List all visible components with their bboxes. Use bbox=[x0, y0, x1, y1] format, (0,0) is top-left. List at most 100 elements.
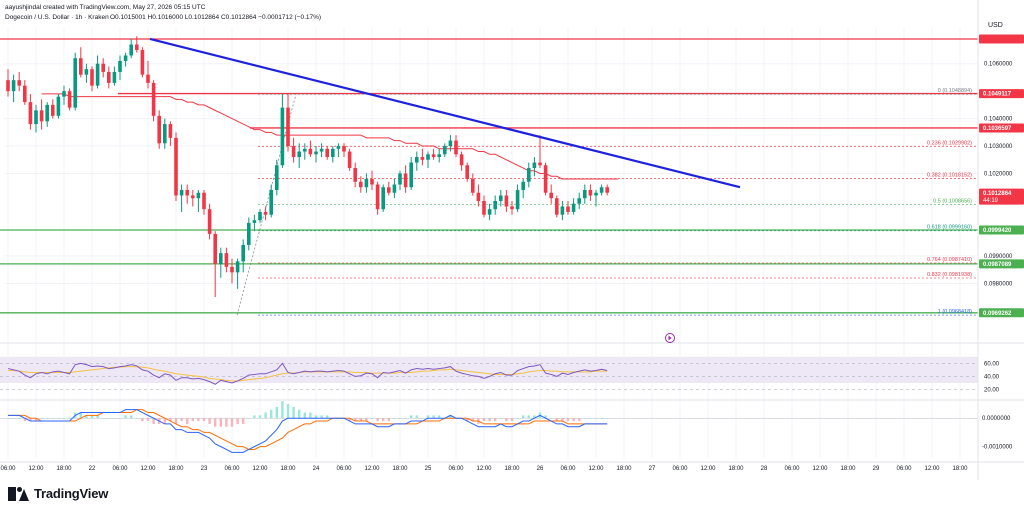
macd-histogram-bar bbox=[34, 418, 38, 422]
candle-body bbox=[280, 107, 285, 166]
trend-line-group[interactable] bbox=[149, 37, 741, 189]
macd-histogram-bar bbox=[214, 418, 217, 427]
price-tag bbox=[979, 188, 1024, 205]
candle-body bbox=[275, 165, 279, 190]
fib-label: 0 (0.1048894) bbox=[938, 88, 972, 94]
candle-body bbox=[599, 187, 604, 193]
price-tick-label: 0.0980000 bbox=[984, 281, 1013, 287]
macd-histogram-bar bbox=[589, 418, 592, 419]
macd-histogram-bar bbox=[6, 418, 10, 419]
price-tag bbox=[979, 259, 1024, 269]
tradingview-logo[interactable]: TradingView bbox=[8, 486, 108, 501]
candle-body bbox=[487, 209, 492, 215]
macd-histogram-bar bbox=[68, 418, 71, 419]
candle-body bbox=[459, 154, 464, 166]
candle-body bbox=[415, 157, 419, 163]
symbol-line[interactable]: Dogecoin / U.S. Dollar · 1h · Kraken bbox=[5, 14, 109, 21]
price-tag-value: 0.0999420 bbox=[983, 228, 1012, 234]
time-tick-label: 18:00 bbox=[168, 466, 184, 472]
fib-label: 0.618 (0.0999160) bbox=[927, 225, 972, 231]
macd-histogram-bar bbox=[23, 418, 26, 422]
candle-body bbox=[247, 222, 251, 245]
candle-body bbox=[409, 162, 413, 188]
macd-histogram-bar bbox=[488, 418, 491, 422]
macd-histogram-bar bbox=[555, 418, 558, 422]
macd-histogram-bar bbox=[578, 418, 581, 422]
time-tick-label: 06:00 bbox=[112, 466, 128, 472]
time-tick-label: 27 bbox=[649, 466, 656, 472]
macd-histogram-bar bbox=[359, 418, 362, 422]
macd-histogram-bar bbox=[572, 418, 575, 422]
candle-body bbox=[17, 80, 21, 86]
fib-label: 0.764 (0.0987410) bbox=[927, 257, 972, 263]
candle-body bbox=[353, 168, 357, 182]
candle-body bbox=[364, 179, 369, 188]
price-tick-label: 0.0990000 bbox=[984, 254, 1013, 260]
time-tick-label: 12:00 bbox=[476, 466, 492, 472]
candle-body bbox=[241, 244, 245, 262]
macd-histogram-bar bbox=[230, 418, 234, 427]
candle-body bbox=[431, 154, 436, 158]
time-tick-label: 18:00 bbox=[56, 466, 72, 472]
candle-body bbox=[510, 206, 514, 210]
price-tag-countdown: 44:19 bbox=[983, 198, 999, 204]
macd-histogram-bar bbox=[606, 418, 609, 419]
fib-label: 1 (0.0968418) bbox=[938, 309, 972, 315]
macd-histogram-bar bbox=[298, 409, 301, 419]
candle-body bbox=[594, 192, 598, 196]
time-tick-label: 29 bbox=[873, 466, 880, 472]
macd-histogram-bar bbox=[410, 415, 413, 419]
price-tick-label: 0.1060000 bbox=[984, 62, 1013, 68]
candle-body bbox=[291, 146, 296, 158]
macd-histogram-bar bbox=[152, 418, 155, 424]
candle-body bbox=[314, 151, 318, 155]
price-tag-value: 0.1049117 bbox=[983, 92, 1012, 98]
candle-body bbox=[230, 266, 234, 273]
candle-body bbox=[252, 220, 257, 223]
macd-histogram-bar bbox=[326, 415, 329, 419]
rsi-level-label: 40.00 bbox=[984, 374, 1000, 380]
macd-histogram-bar bbox=[236, 418, 239, 424]
candle-body bbox=[151, 82, 156, 116]
candle-body bbox=[471, 179, 475, 193]
replay-icon[interactable] bbox=[665, 333, 675, 343]
candle-body bbox=[174, 137, 178, 196]
candle-body bbox=[342, 146, 346, 152]
macd-histogram-bar bbox=[29, 418, 32, 422]
candle-body bbox=[577, 198, 581, 204]
macd-histogram-bar bbox=[90, 415, 94, 419]
macd-histogram-bar bbox=[180, 418, 183, 422]
time-tick-label: 18:00 bbox=[728, 466, 744, 472]
candle-body bbox=[269, 189, 273, 215]
candle-body bbox=[319, 148, 324, 152]
time-tick-label: 18:00 bbox=[616, 466, 632, 472]
macd-histogram-bar bbox=[208, 418, 211, 424]
rsi-band bbox=[0, 356, 978, 383]
candle-body bbox=[118, 60, 122, 72]
candle-body bbox=[398, 173, 402, 185]
candle-body bbox=[566, 206, 570, 212]
candle-body bbox=[515, 189, 520, 210]
candle-body bbox=[543, 165, 548, 193]
macd-histogram-bar bbox=[96, 415, 99, 419]
macd-histogram-bar bbox=[516, 418, 519, 419]
candle-body bbox=[499, 195, 503, 201]
candle-body bbox=[39, 110, 44, 122]
candle-body bbox=[101, 63, 105, 72]
candle-body bbox=[191, 195, 195, 199]
candle-body bbox=[504, 195, 509, 207]
macd-histogram-bar bbox=[270, 409, 273, 419]
macd-histogram-bar bbox=[18, 418, 21, 419]
macd-histogram-bar bbox=[247, 418, 250, 419]
candle-body bbox=[213, 233, 217, 265]
time-tick-label: 06:00 bbox=[672, 466, 688, 472]
time-tick-label: 12:00 bbox=[588, 466, 604, 472]
macd-histogram-bar bbox=[320, 415, 323, 419]
macd-histogram-bar bbox=[398, 418, 402, 419]
macd-histogram-bar bbox=[527, 415, 530, 419]
candle-body bbox=[454, 140, 458, 155]
time-tick-label: 06:00 bbox=[896, 466, 912, 472]
candle-body bbox=[179, 189, 184, 196]
